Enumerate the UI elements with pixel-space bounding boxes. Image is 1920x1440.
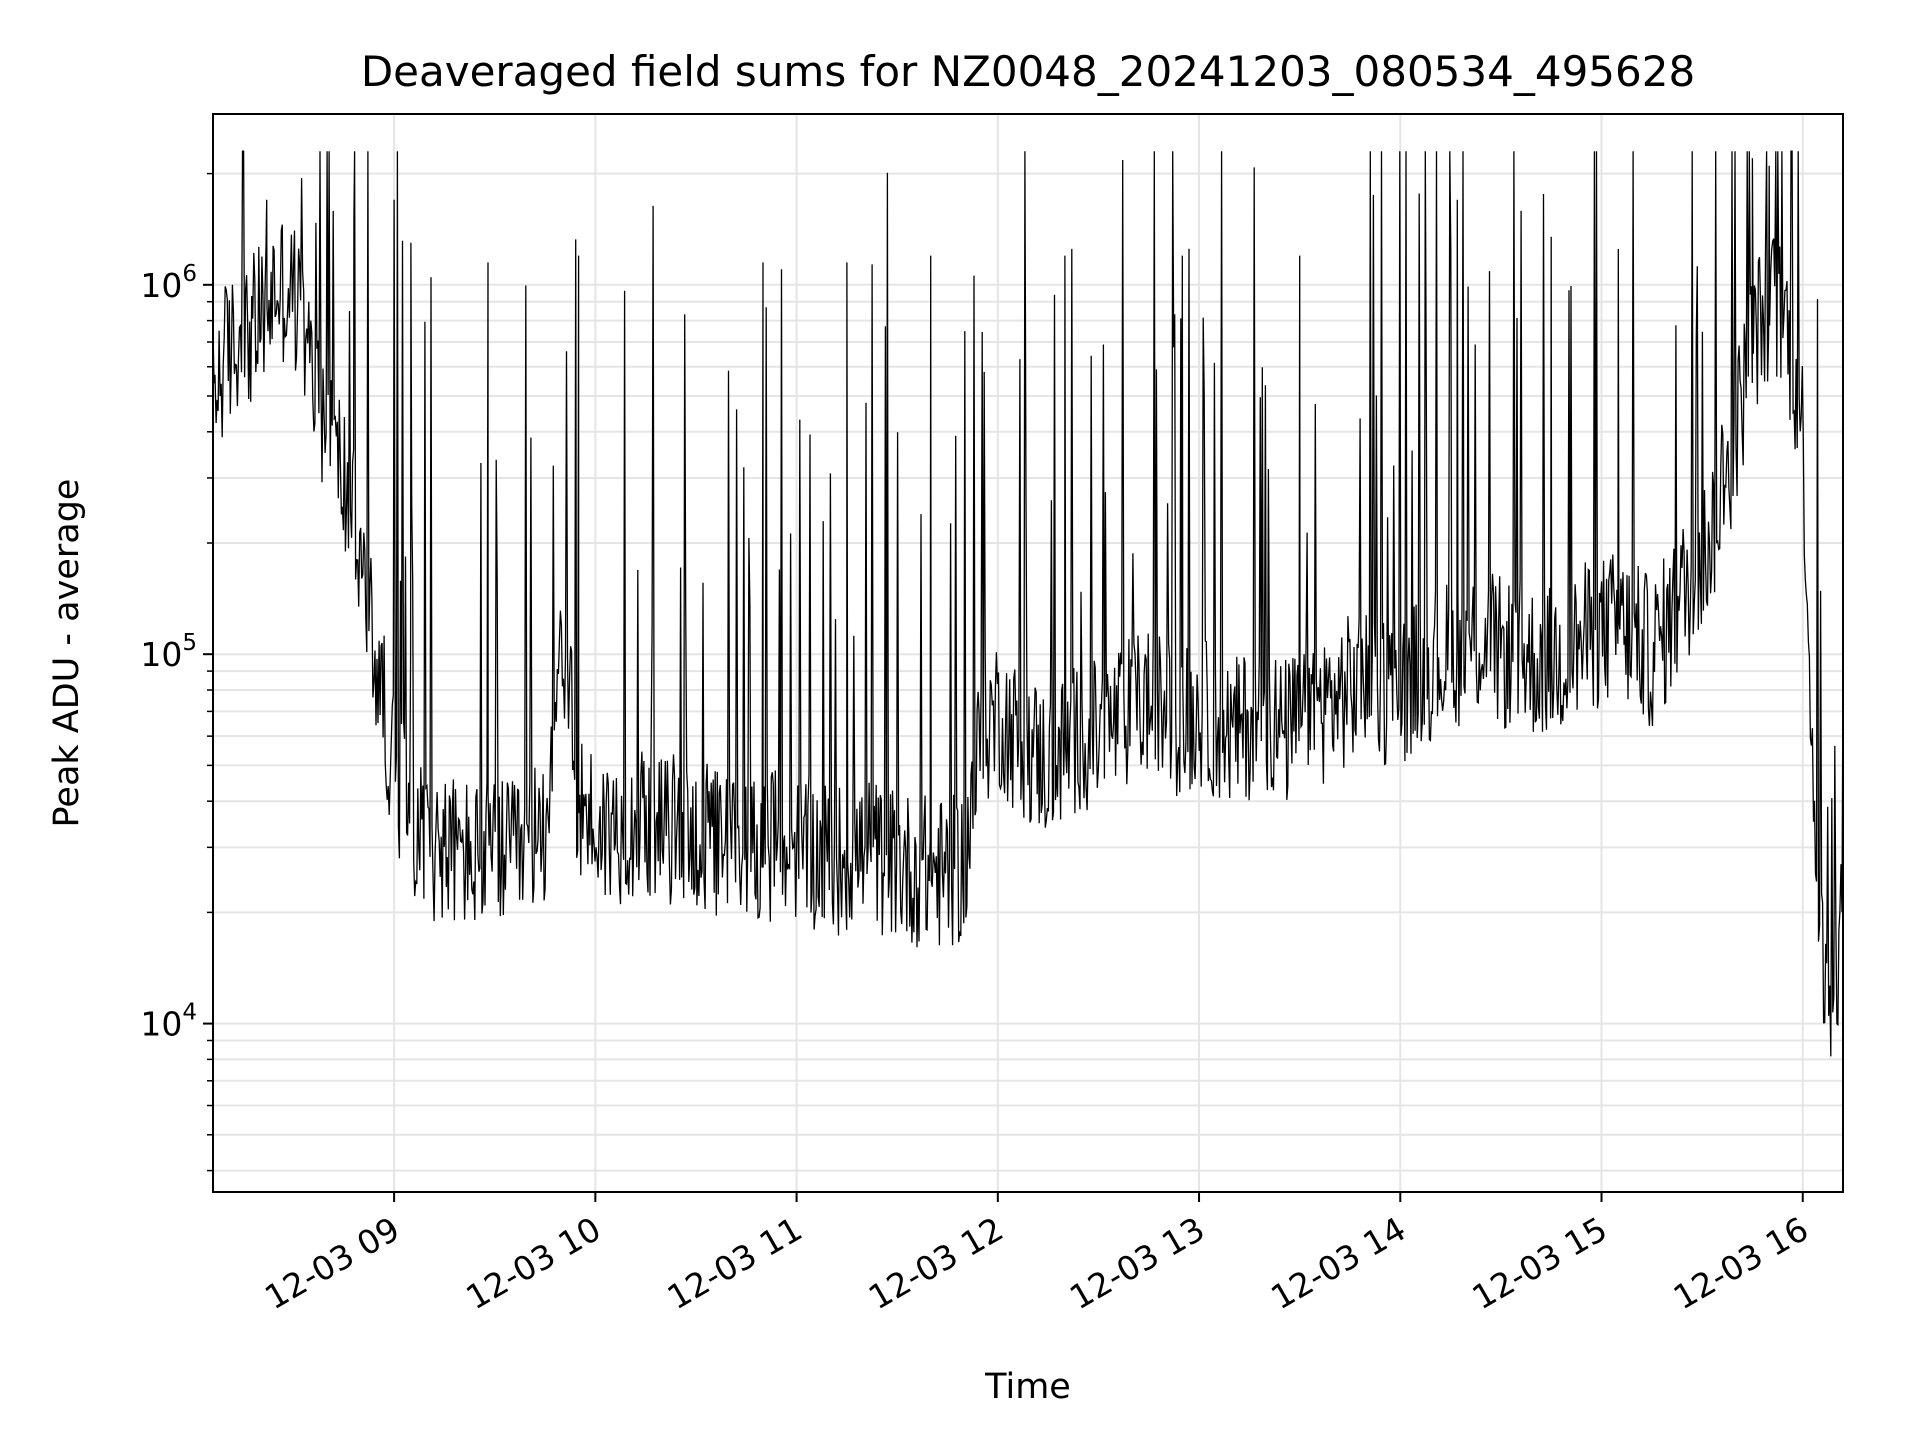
series-line (212, 150, 1844, 1057)
y-tick-label: 106 (140, 261, 197, 305)
x-axis-label: Time (984, 1367, 1071, 1407)
y-tick-label: 105 (140, 630, 197, 674)
y-tick-label: 104 (140, 1000, 197, 1044)
data-series (212, 150, 1844, 1057)
y-axis-ticks: 104 105 106 (140, 172, 213, 1172)
chart-title: Deaveraged field sums for NZ0048_2024120… (361, 47, 1695, 96)
y-axis-label: Peak ADU - average (47, 479, 87, 828)
axes-frame (212, 113, 1844, 1193)
